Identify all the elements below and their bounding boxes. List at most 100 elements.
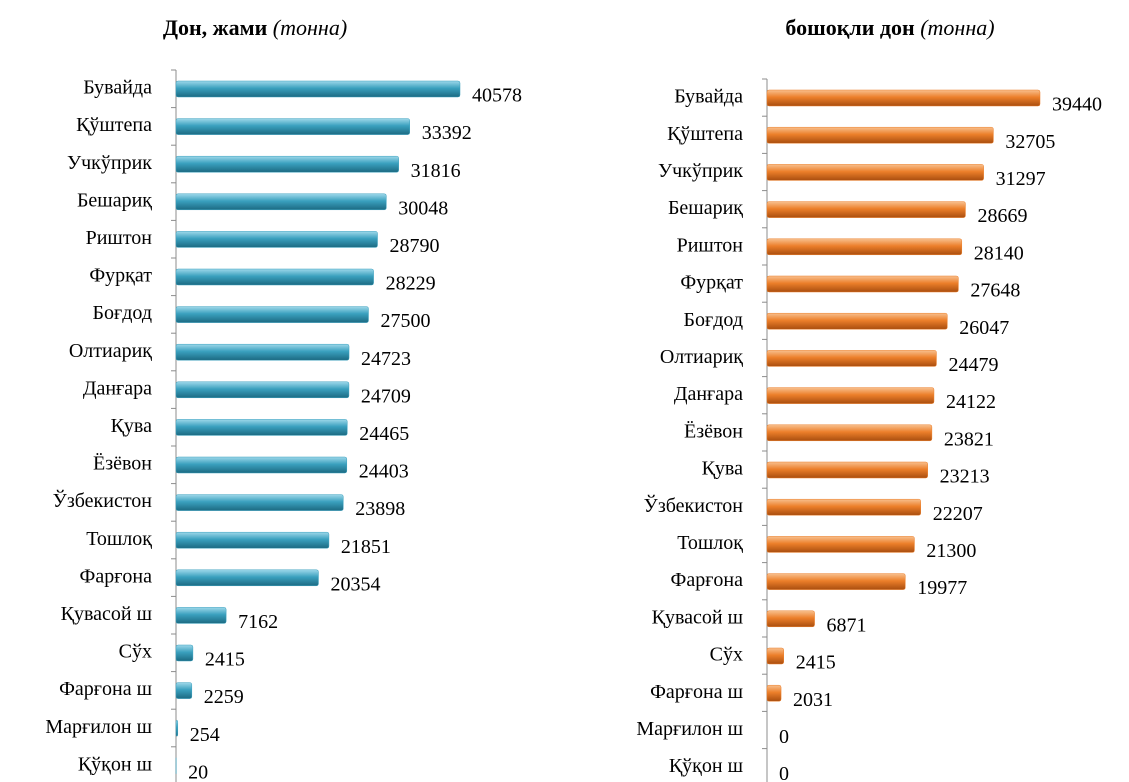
bar — [766, 275, 959, 293]
value-label: 27500 — [380, 310, 430, 332]
value-label: 2415 — [205, 649, 245, 671]
category-label: Ўзбекистон — [644, 494, 744, 517]
category-label: Қувасой ш — [652, 606, 744, 628]
category-label: Риштон — [677, 234, 744, 256]
value-label: 32705 — [1005, 131, 1055, 153]
category-label: Бешариқ — [668, 197, 743, 219]
category-label: Ёзёвон — [93, 452, 152, 475]
value-label: 24403 — [359, 461, 409, 483]
category-label: Учкўприк — [67, 152, 152, 174]
bar — [766, 387, 935, 404]
category-label: Фурқат — [89, 265, 152, 287]
bar — [175, 456, 348, 474]
chart-title: бошоқли дон (тонна) — [785, 15, 994, 40]
bar — [175, 193, 387, 211]
bar — [175, 381, 350, 399]
value-label: 20 — [188, 761, 208, 782]
category-label: Учкўприк — [658, 160, 743, 182]
bar — [175, 343, 350, 361]
bar — [766, 350, 937, 367]
value-label: 24479 — [948, 354, 998, 376]
value-label: 39440 — [1052, 94, 1102, 116]
bar — [766, 126, 994, 144]
value-label: 24465 — [359, 423, 409, 445]
category-label: Қўқон ш — [78, 753, 153, 775]
category-label: Бувайда — [83, 77, 152, 99]
value-label: 21851 — [341, 536, 391, 558]
category-label: Фарғона — [80, 565, 153, 587]
value-label: 20354 — [330, 573, 380, 595]
bar — [175, 531, 330, 549]
bar — [175, 607, 227, 624]
value-label: 28790 — [389, 235, 439, 257]
category-label: Марғилон ш — [636, 718, 743, 740]
value-label: 2031 — [793, 689, 833, 711]
category-label: Данғара — [83, 377, 152, 399]
bar — [175, 569, 319, 587]
title-main: бошоқли дон — [785, 15, 915, 40]
bar — [175, 682, 193, 699]
category-label: Боғдод — [684, 309, 743, 331]
value-label: 27648 — [970, 280, 1020, 302]
value-label: 2415 — [796, 652, 836, 674]
bar — [766, 89, 1041, 107]
value-label: 22207 — [933, 503, 983, 525]
bar — [766, 312, 948, 330]
value-label: 28229 — [386, 273, 436, 295]
value-label: 28140 — [974, 242, 1024, 264]
value-label: 24723 — [361, 348, 411, 370]
title-unit: (тонна) — [273, 15, 347, 40]
category-label: Қўштепа — [667, 123, 743, 145]
value-label: 23213 — [940, 466, 990, 488]
bar — [766, 573, 906, 590]
category-label: Фарғона ш — [59, 678, 152, 700]
category-label: Риштон — [86, 227, 153, 249]
category-label: Фурқат — [680, 272, 743, 294]
category-label: Олтиариқ — [660, 346, 743, 368]
category-label: Қува — [702, 458, 744, 480]
category-label: Фарғона ш — [650, 681, 743, 703]
value-label: 28669 — [977, 205, 1027, 227]
value-label: 31816 — [411, 160, 461, 182]
value-label: 31297 — [996, 168, 1046, 190]
category-label: Боғдод — [93, 302, 152, 324]
category-label: Бувайда — [674, 86, 743, 108]
bar — [766, 536, 915, 553]
bar — [175, 80, 461, 98]
category-label: Тошлоқ — [86, 528, 152, 550]
bar — [175, 268, 374, 286]
value-label: 0 — [779, 726, 789, 748]
bar — [175, 118, 410, 135]
bar — [766, 201, 966, 218]
bar — [766, 164, 984, 181]
value-label: 26047 — [959, 317, 1009, 339]
category-label: Марғилон ш — [45, 716, 152, 738]
bar — [175, 719, 179, 737]
bar — [766, 424, 933, 442]
bar — [766, 684, 782, 702]
bar — [766, 647, 784, 665]
title-unit: (тонна) — [920, 15, 994, 40]
value-label: 19977 — [917, 577, 967, 599]
category-label: Фарғона — [671, 569, 744, 591]
category-label: Ўзбекистон — [53, 489, 153, 512]
category-label: Бешариқ — [77, 189, 152, 211]
category-label: Қўштепа — [76, 114, 152, 136]
title-main: Дон, жами — [163, 15, 268, 40]
category-label: Қўқон ш — [669, 755, 744, 777]
category-label: Қува — [111, 415, 153, 437]
value-label: 2259 — [204, 686, 244, 708]
value-label: 23821 — [944, 428, 994, 450]
value-label: 0 — [779, 763, 789, 782]
bar — [175, 419, 348, 436]
value-label: 24709 — [361, 385, 411, 407]
bar — [175, 231, 378, 248]
value-label: 21300 — [926, 540, 976, 562]
chart-title: Дон, жами (тонна) — [163, 15, 347, 40]
value-label: 40578 — [472, 85, 522, 107]
category-label: Қувасой ш — [61, 603, 153, 625]
bar — [766, 461, 928, 479]
value-label: 7162 — [238, 611, 278, 633]
bar — [766, 610, 815, 628]
bar — [766, 498, 921, 516]
